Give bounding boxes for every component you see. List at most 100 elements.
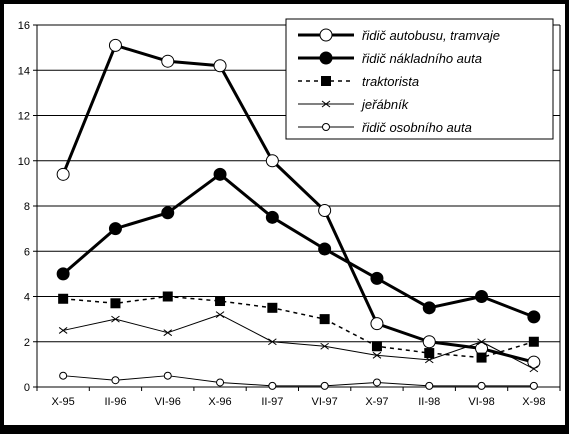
data-point [527,310,541,324]
data-point [268,381,277,390]
data-point [111,315,120,323]
x-tick-label: VI-96 [155,396,181,408]
data-point [56,267,70,281]
data-point [215,311,225,319]
data-point [422,335,436,349]
data-point [370,317,384,331]
data-point [111,376,120,385]
legend-label: traktorista [362,74,419,89]
data-point [320,381,329,390]
data-point [371,341,382,352]
data-point [372,351,382,359]
data-point [213,59,227,73]
legend: řidič autobusu, tramvaje řidič nákladního… [285,18,554,140]
axes [33,24,561,391]
data-point [477,338,486,346]
legend-marker [319,51,333,65]
x-tick-label: X-96 [208,396,231,408]
series-line [63,375,534,387]
series-line [63,314,535,370]
data-point [108,222,122,236]
data-point [476,352,487,363]
data-point [320,342,329,350]
data-point [108,38,122,52]
x-axis-tick-labels: X-95 II-96 VI-96 X-96 II-97 VI-97 X-97 II-98 VI-… [52,396,546,408]
legend-marker [319,28,333,42]
data-point [58,327,68,334]
data-point [529,381,538,390]
data-point [213,167,227,181]
y-tick-label: 8 [24,201,30,213]
series-3 [58,291,539,363]
data-point [319,314,330,325]
data-point [475,290,489,303]
data-point [216,378,225,387]
legend-item: řidič autobusu, tramvaje [298,28,500,43]
series-line [62,172,535,319]
data-point [422,301,436,315]
data-point [370,271,384,285]
legend-item: řidič nákladního auta [298,51,482,66]
data-point [267,302,278,313]
y-tick-label: 6 [24,246,30,258]
y-tick-label: 16 [18,20,30,32]
data-point [477,381,486,390]
data-point [163,329,173,337]
data-point [425,381,434,390]
data-point [424,356,434,364]
series-4 [58,311,539,373]
data-point [58,293,69,304]
legend-item: řidič osobního auta [298,120,472,135]
legend-marker [321,76,331,86]
x-tick-label: X-95 [52,396,75,408]
legend-item: traktorista [298,74,419,89]
y-tick-label: 2 [24,337,30,349]
data-point [528,336,539,347]
y-axis-tick-labels: 0 2 4 6 8 10 12 14 16 [18,20,30,394]
legend-label: řidič autobusu, tramvaje [362,28,500,43]
x-tick-label: X-97 [365,396,388,408]
x-tick-label: X-98 [522,396,545,408]
data-point [161,206,175,220]
series-line [61,43,535,364]
data-point [110,298,121,309]
x-tick-label: VI-97 [312,396,338,408]
data-point [215,296,226,307]
data-point [529,365,539,373]
x-tick-label: II-96 [104,396,126,408]
legend-item: jeřábník [298,97,410,112]
data-point [162,291,173,302]
data-point [59,371,68,380]
y-tick-label: 0 [24,382,30,394]
series-5 [59,371,538,390]
data-point [527,355,541,369]
legend-marker [321,100,331,108]
legend-marker [322,123,330,131]
x-tick-label: II-98 [418,396,440,408]
data-point [265,154,279,168]
series-1 [56,38,541,369]
series-group [56,38,541,390]
data-point [318,242,332,256]
legend-label: řidič nákladního auta [362,51,482,66]
data-point [424,348,435,359]
y-tick-label: 12 [18,111,30,123]
data-point [265,210,279,224]
x-tick-label: II-97 [261,396,283,408]
data-point [161,54,175,68]
data-point [268,338,277,346]
y-tick-label: 14 [18,65,30,77]
data-point [163,371,172,380]
series-line [63,295,535,359]
x-tick-label: VI-98 [468,396,494,408]
series-2 [56,167,541,324]
legend-label: jeřábník [360,97,410,112]
data-point [56,167,70,181]
data-point [372,378,381,387]
y-tick-label: 4 [24,292,30,304]
data-point [318,204,332,218]
legend-label: řidič osobního auta [362,120,472,135]
y-tick-label: 10 [18,156,30,168]
